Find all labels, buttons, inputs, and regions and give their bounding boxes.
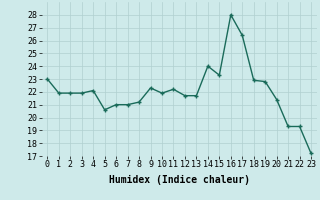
X-axis label: Humidex (Indice chaleur): Humidex (Indice chaleur) <box>109 175 250 185</box>
